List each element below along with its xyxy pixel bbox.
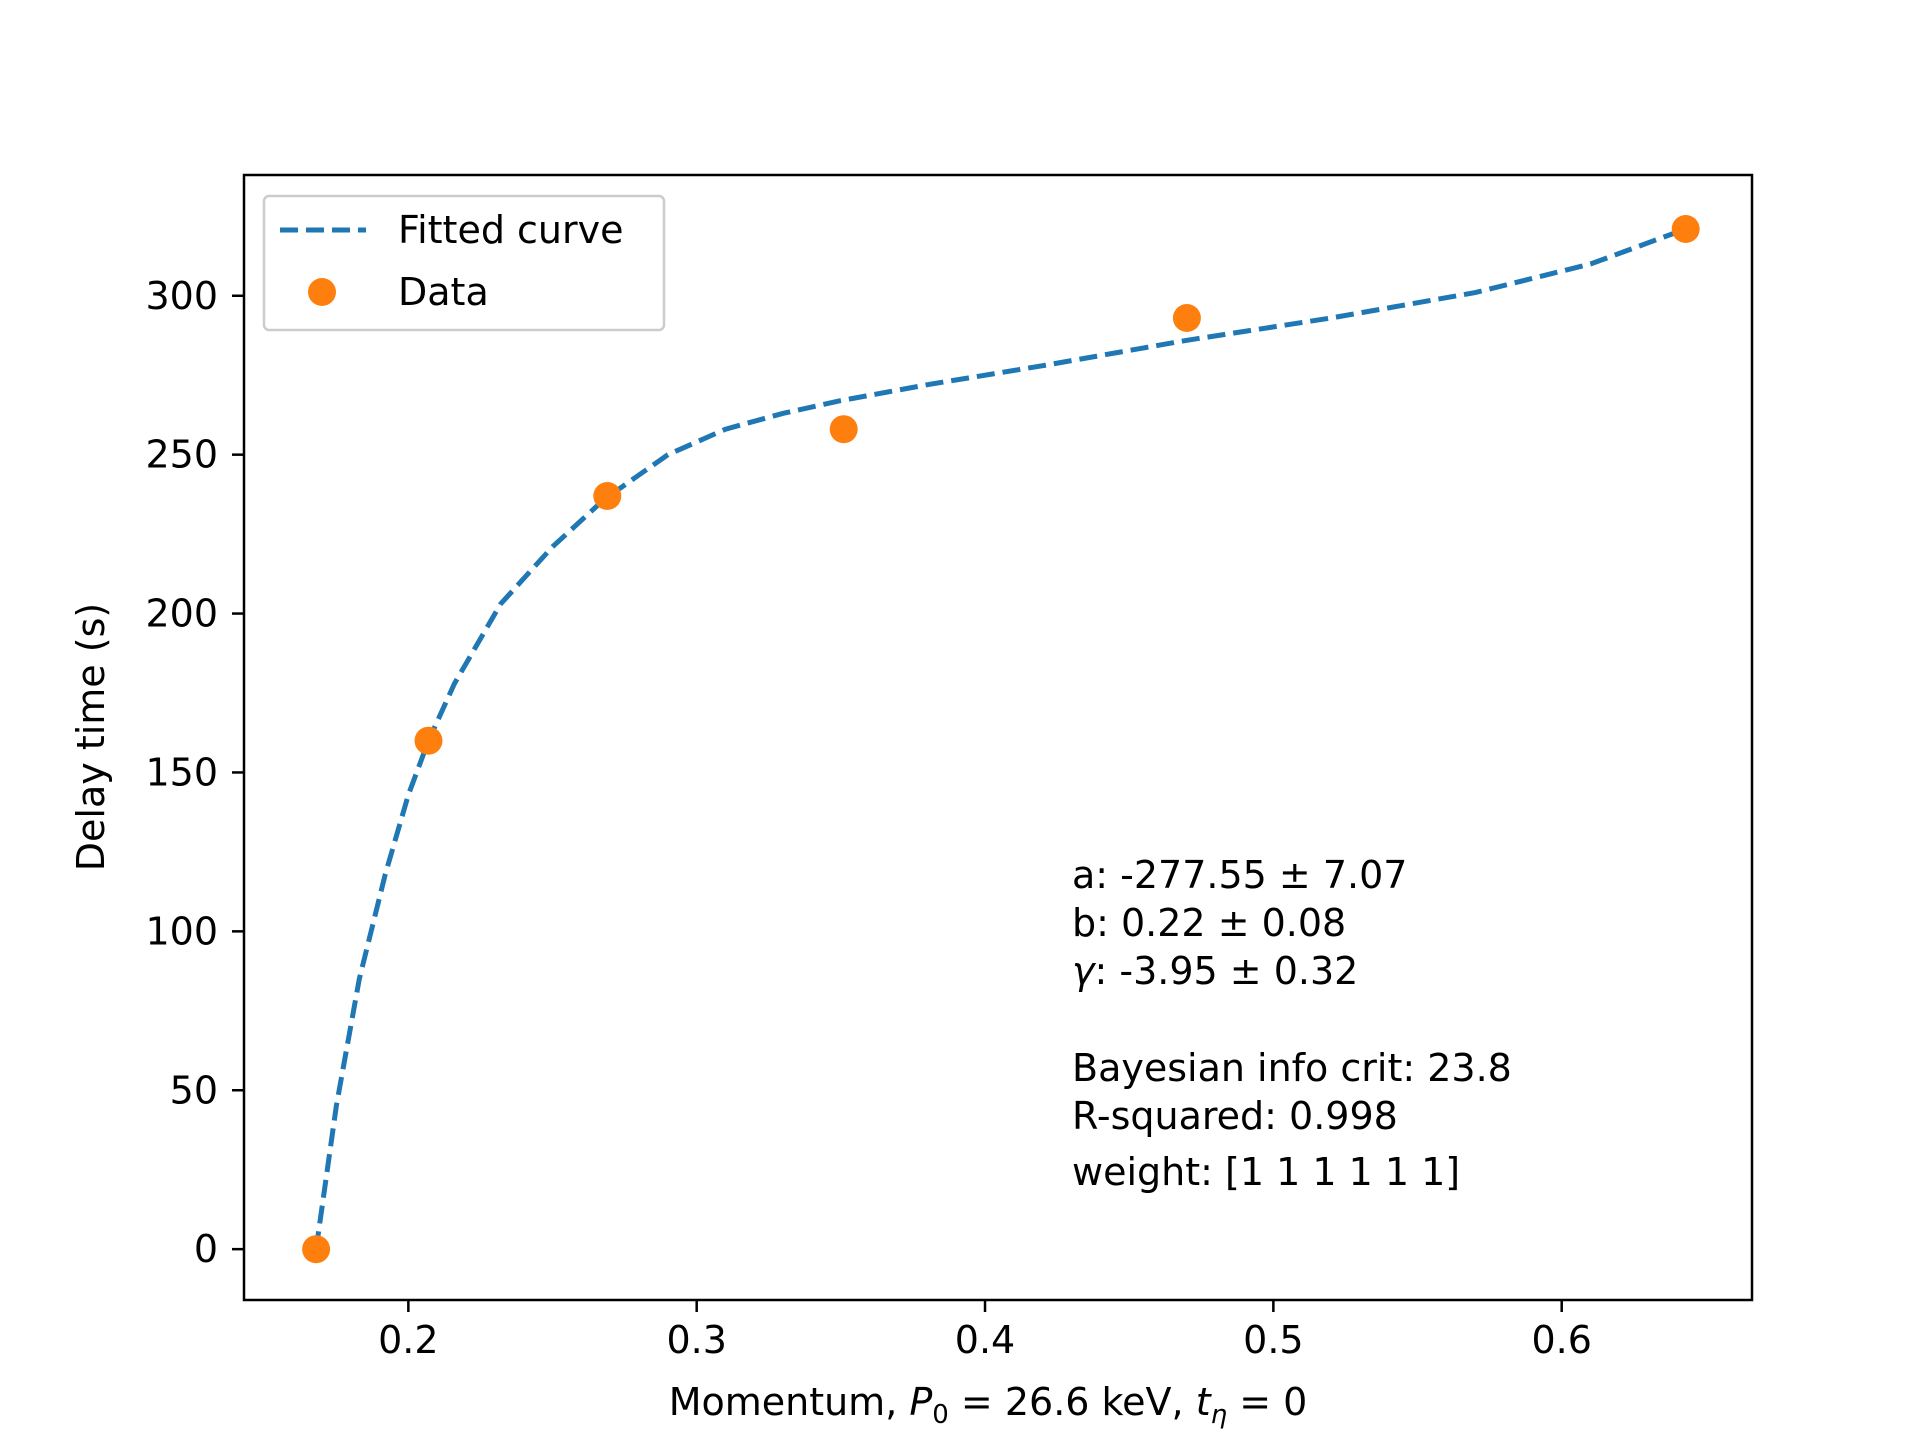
- x-tick-label: 0.2: [378, 1318, 438, 1362]
- data-point: [829, 415, 858, 444]
- y-tick-label: 100: [145, 909, 218, 953]
- y-tick-label: 50: [170, 1068, 218, 1112]
- axis-labels: Momentum, P0 = 26.6 keV, tη = 0 Delay ti…: [69, 603, 1307, 1430]
- x-tick-label: 0.3: [666, 1318, 726, 1362]
- y-tick-label: 200: [145, 592, 218, 636]
- fit-annotation-line: γ: -3.95 ± 0.32: [1072, 949, 1358, 993]
- data-point: [302, 1235, 331, 1264]
- legend-fitted-curve-label: Fitted curve: [398, 208, 624, 252]
- data-point: [414, 726, 443, 755]
- y-tick-label: 150: [145, 750, 218, 794]
- axes-frame: [242, 173, 1754, 1302]
- legend-data-label: Data: [398, 270, 489, 314]
- x-tick-label: 0.5: [1243, 1318, 1303, 1362]
- data-point: [593, 482, 622, 510]
- x-axis-label: Momentum, P0 = 26.6 keV, tη = 0: [669, 1380, 1308, 1430]
- x-tick-label: 0.6: [1531, 1318, 1591, 1362]
- fit-annotations: a: -277.55 ± 7.07b: 0.22 ± 0.08γ: -3.95 …: [1072, 853, 1512, 1194]
- data-point: [1671, 215, 1700, 243]
- fit-annotation-line: b: 0.22 ± 0.08: [1072, 901, 1346, 945]
- y-tick-label: 250: [145, 433, 218, 477]
- fit-annotation-line: a: -277.55 ± 7.07: [1072, 853, 1407, 897]
- legend: Fitted curve Data: [262, 194, 666, 332]
- fit-annotation-line: weight: [1 1 1 1 1 1]: [1072, 1150, 1460, 1194]
- y-axis-label: Delay time (s): [69, 603, 113, 871]
- fit-annotation-line: Bayesian info crit: 23.8: [1072, 1046, 1512, 1090]
- y-tick-label: 300: [145, 274, 218, 318]
- data-point: [1172, 304, 1201, 332]
- y-tick-label: 0: [194, 1227, 218, 1271]
- legend-data-swatch: [308, 278, 336, 306]
- x-tick-label: 0.4: [955, 1318, 1015, 1362]
- fit-annotation-line: R-squared: 0.998: [1072, 1094, 1398, 1138]
- fitted-curve-line: [313, 226, 1687, 1250]
- plot-area: 0.2 0.3 0.4 0.5 0.6 0 50 100 150 200 250 300: [145, 173, 1754, 1362]
